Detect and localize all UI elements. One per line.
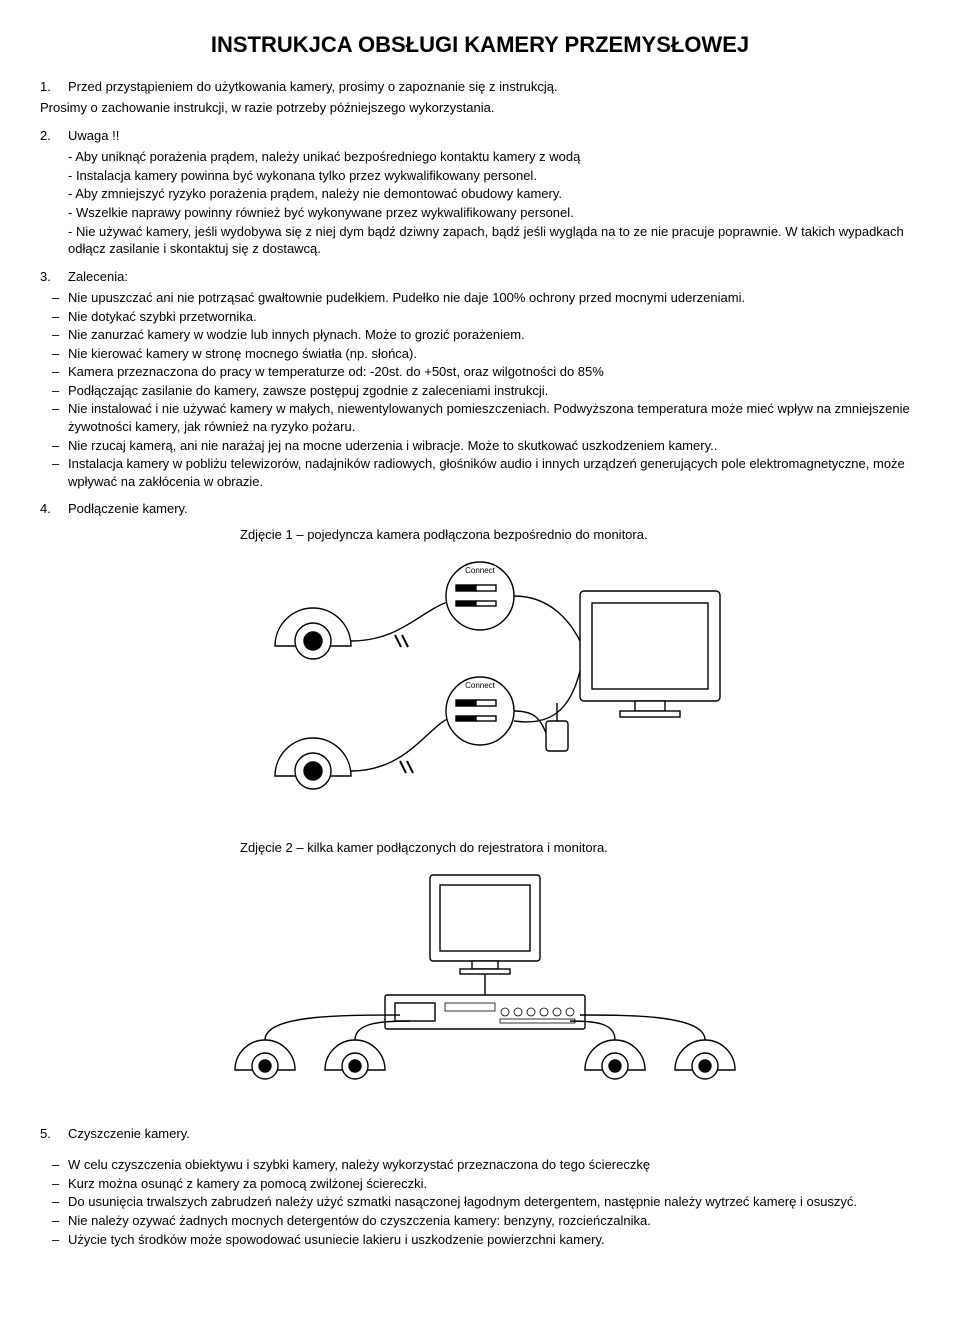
- section-1-line1: Przed przystąpieniem do użytkowania kame…: [68, 79, 558, 94]
- section-1-num: 1.: [40, 78, 68, 96]
- list-item: Użycie tych środków może spowodować usun…: [40, 1231, 920, 1249]
- section-2-heading: Uwaga !!: [68, 128, 119, 143]
- section-2-body: - Aby uniknąć porażenia prądem, należy u…: [68, 148, 920, 257]
- section-5-heading: Czyszczenie kamery.: [68, 1126, 190, 1141]
- list-item: Do usunięcia trwalszych zabrudzeń należy…: [40, 1193, 920, 1211]
- connect-label-1: Connect: [465, 566, 496, 575]
- list-item: Nie rzucaj kamerą, ani nie narażaj jej n…: [40, 437, 920, 455]
- section-3-list: Nie upuszczać ani nie potrząsać gwałtown…: [40, 289, 920, 490]
- list-item: W celu czyszczenia obiektywu i szybki ka…: [40, 1156, 920, 1174]
- section-1-line2: Prosimy o zachowanie instrukcji, w razie…: [40, 99, 920, 117]
- sec2-p4: - Wszelkie naprawy powinny również być w…: [68, 204, 920, 222]
- section-3: 3.Zalecenia:: [40, 268, 920, 286]
- section-3-heading: Zalecenia:: [68, 269, 128, 284]
- section-5-num: 5.: [40, 1125, 68, 1143]
- list-item: Nie zanurzać kamery w wodzie lub innych …: [40, 326, 920, 344]
- list-item: Kurz można osunąć z kamery za pomocą zwi…: [40, 1175, 920, 1193]
- section-3-num: 3.: [40, 268, 68, 286]
- section-4-num: 4.: [40, 500, 68, 518]
- section-5: 5.Czyszczenie kamery.: [40, 1125, 920, 1143]
- caption-1: Zdjęcie 1 – pojedyncza kamera podłączona…: [240, 526, 920, 544]
- list-item: Kamera przeznaczona do pracy w temperatu…: [40, 363, 920, 381]
- list-item: Nie instalować i nie używać kamery w mał…: [40, 400, 920, 435]
- sec2-p3: - Aby zmniejszyć ryzyko porażenia prądem…: [68, 185, 920, 203]
- list-item: Nie należy ozywać żadnych mocnych deterg…: [40, 1212, 920, 1230]
- list-item: Nie kierować kamery w stronę mocnego świ…: [40, 345, 920, 363]
- list-item: Instalacja kamery w pobliżu telewizorów,…: [40, 455, 920, 490]
- page-title: INSTRUKJCA OBSŁUGI KAMERY PRZEMYSŁOWEJ: [40, 30, 920, 60]
- section-2: 2.Uwaga !!: [40, 127, 920, 145]
- diagram-2: [200, 865, 760, 1095]
- sec2-p2: - Instalacja kamery powinna być wykonana…: [68, 167, 920, 185]
- section-4: 4.Podłączenie kamery.: [40, 500, 920, 518]
- section-4-heading: Podłączenie kamery.: [68, 501, 188, 516]
- list-item: Nie dotykać szybki przetwornika.: [40, 308, 920, 326]
- list-item: Podłączając zasilanie do kamery, zawsze …: [40, 382, 920, 400]
- sec2-p5: - Nie używać kamery, jeśli wydobywa się …: [68, 223, 920, 258]
- section-1: 1.Przed przystąpieniem do użytkowania ka…: [40, 78, 920, 96]
- section-2-num: 2.: [40, 127, 68, 145]
- list-item: Nie upuszczać ani nie potrząsać gwałtown…: [40, 289, 920, 307]
- sec2-p1: - Aby uniknąć porażenia prądem, należy u…: [68, 148, 920, 166]
- connect-label-2: Connect: [465, 681, 496, 690]
- diagram-1: Connect Connect: [220, 551, 740, 821]
- caption-2: Zdjęcie 2 – kilka kamer podłączonych do …: [240, 839, 920, 857]
- section-5-list: W celu czyszczenia obiektywu i szybki ka…: [40, 1156, 920, 1248]
